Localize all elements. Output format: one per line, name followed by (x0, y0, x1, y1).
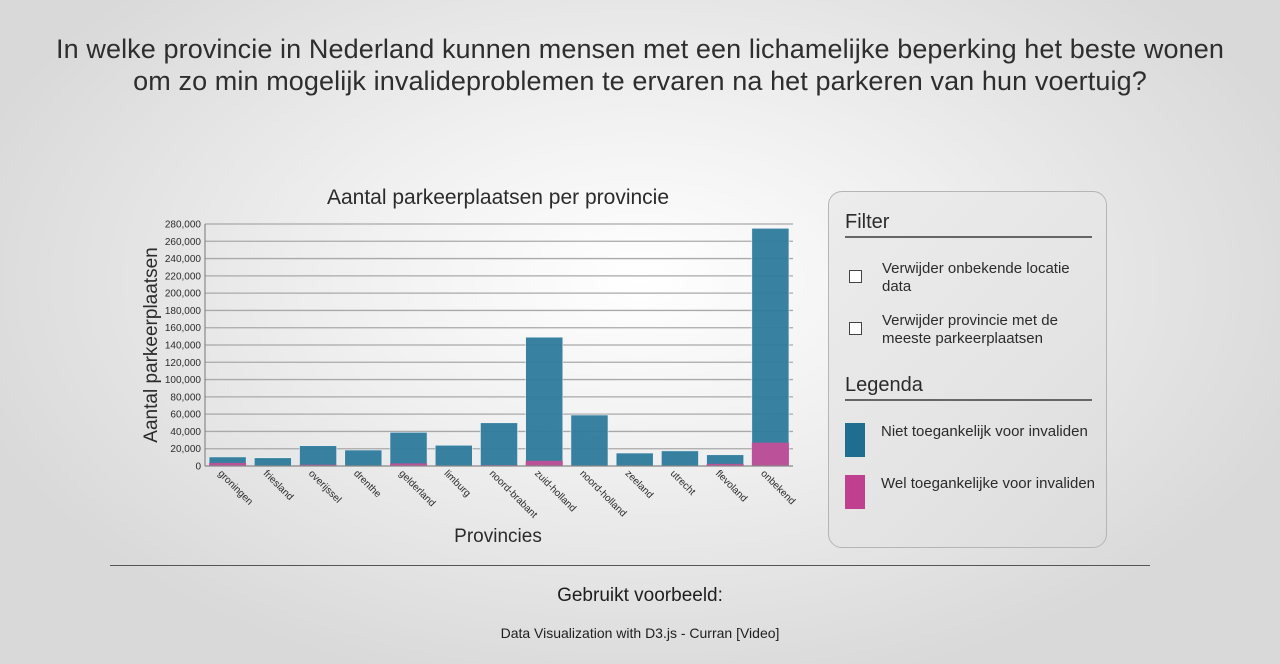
bar-onbekend (751, 228, 790, 467)
filter-option-label: Verwijder provincie met de meeste parkee… (882, 312, 1058, 347)
bar-accessible (209, 462, 247, 466)
bar-total (434, 444, 473, 467)
bar-total (389, 431, 428, 467)
bar-accessible (751, 442, 789, 466)
filter-option-remove-unknown[interactable]: Verwijder onbekende locatie data (849, 260, 1089, 296)
legend-swatch-blue (845, 423, 865, 457)
y-tick-label: 140,000 (165, 341, 202, 352)
y-tick-label: 20,000 (170, 444, 201, 455)
footer-title: Gebruikt voorbeeld: (557, 585, 723, 606)
x-tick-label: zeeland (623, 468, 656, 501)
legend-heading: Legenda (845, 373, 1092, 401)
y-tick-label: 80,000 (170, 392, 201, 403)
y-axis-label: Aantal parkeerplaatsen (141, 247, 162, 442)
x-tick-label: groningen (215, 468, 254, 507)
y-tick-label: 120,000 (165, 358, 202, 369)
bar-zeeland (615, 452, 654, 467)
bar-total (615, 452, 654, 467)
remove-unknown-checkbox[interactable] (849, 270, 862, 283)
y-tick-label: 220,000 (165, 271, 202, 282)
bar-drenthe (344, 449, 383, 467)
y-gridlines (205, 223, 793, 450)
y-tick-label: 100,000 (165, 375, 202, 386)
bar-utrecht (661, 450, 699, 467)
legend-swatch-pink (845, 475, 865, 509)
remove-largest-checkbox[interactable] (849, 322, 862, 335)
y-axis-ticks: 0 20,000 40,000 60,000 80,000 100,000 120,000 1… (165, 220, 202, 473)
x-tick-label: flevoland (713, 468, 749, 504)
bar-accessible (299, 464, 337, 466)
bar-accessible (706, 463, 744, 466)
bar-flevoland (706, 454, 744, 467)
bar-zuid-holland (525, 336, 564, 467)
bar-limburg (434, 444, 473, 467)
x-tick-label: friesland (261, 468, 296, 503)
x-axis-ticks: groningen friesland overijssel drenthe gelde… (215, 468, 797, 520)
legend-item-accessible: Wel toegankelijke voor invaliden (845, 475, 1095, 509)
bar-total (254, 457, 292, 467)
bar-accessible (389, 463, 428, 466)
y-tick-label: 240,000 (165, 254, 202, 265)
y-tick-label: 0 (195, 462, 201, 473)
bar-chart: Aantal parkeerplaatsen per provincie 0 20… (141, 186, 797, 547)
bars (208, 228, 790, 467)
x-tick-label: limburg (442, 468, 473, 499)
footer-divider (110, 565, 1150, 566)
y-tick-label: 280,000 (165, 220, 202, 231)
bar-noord-holland (570, 414, 609, 467)
x-axis-label: Provincies (454, 526, 542, 547)
bar-total (344, 449, 383, 467)
legend-label: Wel toegankelijke voor invaliden (881, 475, 1096, 492)
y-tick-label: 40,000 (170, 427, 201, 438)
bar-noord-brabant (480, 422, 518, 467)
bar-gelderland (389, 431, 428, 467)
bar-total (570, 414, 609, 467)
filter-option-remove-largest[interactable]: Verwijder provincie met de meeste parkee… (849, 312, 1089, 348)
bar-overijssel (299, 445, 337, 467)
legend-label: Niet toegankelijk voor invaliden (881, 423, 1088, 440)
footer-credit: Data Visualization with D3.js - Curran [… (500, 625, 780, 641)
x-tick-label: utrecht (668, 468, 698, 498)
y-tick-label: 60,000 (170, 410, 201, 421)
bar-total (661, 450, 699, 467)
y-tick-label: 260,000 (165, 237, 202, 248)
y-tick-label: 180,000 (165, 306, 202, 317)
question-line-2: om zo min mogelijk invalideproblemen te … (133, 66, 1147, 96)
x-tick-label: gelderland (396, 468, 437, 509)
chart-title: Aantal parkeerplaatsen per provincie (327, 186, 669, 209)
y-tick-label: 160,000 (165, 323, 202, 334)
bar-total (480, 422, 518, 467)
x-tick-label: noord-holland (577, 468, 628, 519)
x-tick-label: zuid-holland (532, 468, 578, 514)
legend-item-not-accessible: Niet toegankelijk voor invaliden (845, 423, 1095, 457)
x-tick-label: onbekend (758, 468, 797, 507)
bar-total (525, 336, 564, 467)
y-tick-label: 200,000 (165, 289, 202, 300)
filter-heading: Filter (845, 210, 1092, 238)
x-tick-label: overijssel (306, 468, 343, 505)
x-tick-label: drenthe (351, 468, 383, 500)
bar-friesland (254, 457, 292, 467)
filter-legend-panel: Filter Verwijder onbekende locatie data … (828, 191, 1107, 548)
x-tick-label: noord-brabant (487, 468, 539, 520)
filter-option-label: Verwijder onbekende locatie data (882, 260, 1070, 295)
question-line-1: In welke provincie in Nederland kunnen m… (56, 34, 1224, 64)
bar-groningen (208, 456, 247, 467)
page-question: In welke provincie in Nederland kunnen m… (0, 33, 1280, 97)
bar-accessible (525, 460, 563, 466)
bar-total (751, 228, 790, 467)
bar-total (299, 445, 337, 467)
